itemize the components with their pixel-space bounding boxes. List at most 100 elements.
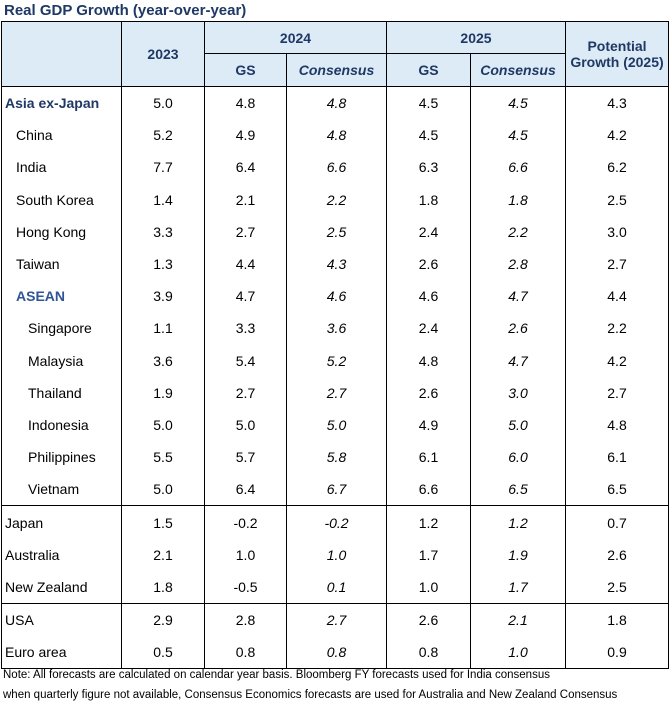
row-name: Asia ex-Japan — [1, 86, 122, 120]
cell-2024-gs: 2.7 — [204, 215, 287, 248]
cell-2024-gs: 2.1 — [204, 183, 287, 216]
cell-2024-consensus: 1.0 — [286, 538, 387, 571]
row-name: Malaysia — [1, 344, 122, 377]
table-row: South Korea 1.4 2.1 2.2 1.8 1.8 2.5 — [1, 183, 669, 216]
cell-potential-growth: 6.2 — [565, 151, 669, 184]
cell-2024-gs: 6.4 — [204, 151, 287, 184]
cell-2024-gs: 4.9 — [204, 119, 287, 152]
cell-2023: 5.2 — [121, 119, 205, 152]
cell-2025-consensus: 6.0 — [470, 441, 566, 474]
cell-2023: 2.1 — [121, 538, 205, 571]
cell-2023: 5.0 — [121, 86, 205, 120]
cell-2025-consensus: 1.9 — [470, 538, 566, 571]
cell-potential-growth: 4.2 — [565, 344, 669, 377]
cell-2025-gs: 4.9 — [386, 408, 471, 442]
row-name: India — [1, 151, 122, 184]
cell-2023: 3.3 — [121, 215, 205, 248]
cell-2025-gs: 4.5 — [386, 119, 471, 152]
row-name: Taiwan — [1, 247, 122, 281]
row-name: China — [1, 119, 122, 152]
cell-2023: 1.5 — [121, 505, 205, 539]
table-row: Asia ex-Japan 5.0 4.8 4.8 4.5 4.5 4.3 — [1, 86, 669, 120]
cell-2024-consensus: 2.7 — [286, 603, 387, 637]
cell-2024-gs: 0.8 — [204, 636, 287, 670]
cell-2024-consensus: 6.7 — [286, 473, 387, 506]
cell-2024-consensus: 5.2 — [286, 344, 387, 377]
cell-2024-consensus: 0.1 — [286, 570, 387, 604]
cell-potential-growth: 4.3 — [565, 86, 669, 120]
gdp-table: 2023 2024 2025 Potential Growth (2025) G… — [1, 21, 669, 670]
cell-2024-gs: 6.4 — [204, 473, 287, 506]
cell-2025-gs: 2.6 — [386, 603, 471, 637]
header-2024: 2024 — [204, 21, 387, 54]
cell-2024-consensus: 4.3 — [286, 247, 387, 281]
table-row: New Zealand 1.8 -0.5 0.1 1.0 1.7 2.5 — [1, 570, 669, 604]
cell-2024-consensus: 4.8 — [286, 119, 387, 152]
header-2025: 2025 — [386, 21, 566, 54]
row-name: Vietnam — [1, 473, 122, 506]
cell-2024-gs: 5.0 — [204, 408, 287, 442]
row-name: Hong Kong — [1, 215, 122, 248]
header-2025-gs: GS — [386, 53, 471, 87]
table-title: Real GDP Growth (year-over-year) — [4, 2, 247, 19]
cell-potential-growth: 2.7 — [565, 247, 669, 281]
table-row: Vietnam 5.0 6.4 6.7 6.6 6.5 6.5 — [1, 473, 669, 506]
cell-2025-gs: 1.0 — [386, 570, 471, 604]
row-name: Euro area — [1, 636, 122, 670]
cell-2024-gs: 4.7 — [204, 280, 287, 313]
cell-2023: 2.9 — [121, 603, 205, 637]
cell-2025-consensus: 4.7 — [470, 344, 566, 377]
cell-2023: 5.0 — [121, 408, 205, 442]
cell-potential-growth: 1.8 — [565, 603, 669, 637]
cell-potential-growth: 0.7 — [565, 505, 669, 539]
table-row: China 5.2 4.9 4.8 4.5 4.5 4.2 — [1, 119, 669, 152]
cell-2025-consensus: 3.0 — [470, 376, 566, 409]
cell-2023: 7.7 — [121, 151, 205, 184]
table-row: Australia 2.1 1.0 1.0 1.7 1.9 2.6 — [1, 538, 669, 571]
cell-potential-growth: 4.2 — [565, 119, 669, 152]
cell-2025-consensus: 2.1 — [470, 603, 566, 637]
cell-2024-consensus: 3.6 — [286, 312, 387, 345]
cell-2024-gs: 4.8 — [204, 86, 287, 120]
cell-2024-gs: 3.3 — [204, 312, 287, 345]
cell-2025-gs: 6.3 — [386, 151, 471, 184]
cell-2024-consensus: 4.6 — [286, 280, 387, 313]
cell-2024-consensus: 0.8 — [286, 636, 387, 670]
cell-2025-consensus: 2.8 — [470, 247, 566, 281]
cell-2025-consensus: 1.2 — [470, 505, 566, 539]
cell-2024-consensus: 4.8 — [286, 86, 387, 120]
cell-2024-consensus: 2.5 — [286, 215, 387, 248]
cell-2025-gs: 1.2 — [386, 505, 471, 539]
table-row: Japan 1.5 -0.2 -0.2 1.2 1.2 0.7 — [1, 505, 669, 539]
table-row: Singapore 1.1 3.3 3.6 2.4 2.6 2.2 — [1, 312, 669, 345]
footnote-line-2: when quarterly figure not available, Con… — [3, 689, 618, 701]
footnote-line-1: Note: All forecasts are calculated on ca… — [3, 669, 550, 681]
cell-2025-consensus: 1.7 — [470, 570, 566, 604]
cell-2025-consensus: 1.0 — [470, 636, 566, 670]
cell-2023: 1.3 — [121, 247, 205, 281]
cell-2025-gs: 1.8 — [386, 183, 471, 216]
cell-2025-gs: 1.7 — [386, 538, 471, 571]
cell-2025-consensus: 6.6 — [470, 151, 566, 184]
cell-2025-consensus: 2.2 — [470, 215, 566, 248]
cell-potential-growth: 2.7 — [565, 376, 669, 409]
row-name: ASEAN — [1, 280, 122, 313]
cell-2023: 5.5 — [121, 441, 205, 474]
cell-2024-consensus: 6.6 — [286, 151, 387, 184]
cell-2025-consensus: 5.0 — [470, 408, 566, 442]
cell-2025-consensus: 4.5 — [470, 119, 566, 152]
cell-2024-consensus: 2.2 — [286, 183, 387, 216]
row-name: Singapore — [1, 312, 122, 345]
cell-potential-growth: 2.5 — [565, 570, 669, 604]
header-potential-growth: Potential Growth (2025) — [565, 21, 669, 87]
table-row: Taiwan 1.3 4.4 4.3 2.6 2.8 2.7 — [1, 247, 669, 281]
cell-2023: 1.1 — [121, 312, 205, 345]
cell-potential-growth: 3.0 — [565, 215, 669, 248]
cell-2025-gs: 2.4 — [386, 312, 471, 345]
row-name: Thailand — [1, 376, 122, 409]
cell-potential-growth: 2.6 — [565, 538, 669, 571]
table-row: India 7.7 6.4 6.6 6.3 6.6 6.2 — [1, 151, 669, 184]
cell-2025-gs: 2.6 — [386, 247, 471, 281]
row-name: New Zealand — [1, 570, 122, 604]
cell-2025-gs: 6.6 — [386, 473, 471, 506]
